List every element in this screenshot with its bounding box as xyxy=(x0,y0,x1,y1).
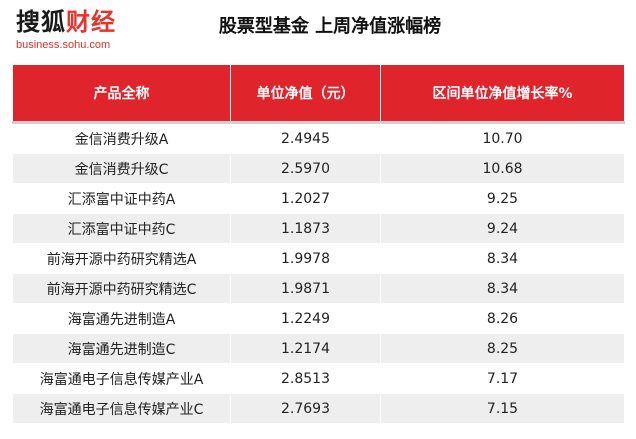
table-row: 金信消费升级A 2.4945 10.70 xyxy=(12,121,625,154)
cell-product-name: 汇添富中证中药A xyxy=(12,183,231,214)
cell-growth-rate: 8.25 xyxy=(380,333,625,364)
logo-brand-finance: 财经 xyxy=(66,8,116,36)
page-title: 股票型基金 上周净值涨幅榜 xyxy=(218,16,442,37)
table-row: 前海开源中药研究精选A 1.9978 8.34 xyxy=(12,243,625,274)
cell-product-name: 金信消费升级A xyxy=(12,121,231,154)
cell-unit-nav: 2.8513 xyxy=(230,363,381,394)
table-row: 海富通电子信息传媒产业C 2.7693 7.15 xyxy=(12,393,625,424)
cell-unit-nav: 1.2249 xyxy=(230,303,381,334)
column-header-growth-rate: 区间单位净值增长率% xyxy=(380,64,625,123)
cell-unit-nav: 1.9978 xyxy=(230,243,381,274)
cell-growth-rate: 7.17 xyxy=(380,363,625,394)
cell-product-name: 前海开源中药研究精选C xyxy=(12,273,231,304)
table-row: 海富通先进制造A 1.2249 8.26 xyxy=(12,303,625,334)
cell-growth-rate: 9.24 xyxy=(380,213,625,244)
cell-growth-rate: 10.68 xyxy=(380,153,625,184)
cell-growth-rate: 9.25 xyxy=(380,183,625,214)
cell-product-name: 海富通先进制造C xyxy=(12,333,231,364)
table-header-row: 产品全称 单位净值（元） 区间单位净值增长率% xyxy=(12,64,625,123)
cell-growth-rate: 10.70 xyxy=(380,121,625,154)
cell-unit-nav: 1.1873 xyxy=(230,213,381,244)
cell-growth-rate: 7.15 xyxy=(380,393,625,424)
cell-growth-rate: 8.34 xyxy=(380,273,625,304)
logo-brand-sohu: 搜狐 xyxy=(16,8,66,36)
table-row: 汇添富中证中药C 1.1873 9.24 xyxy=(12,213,625,244)
cell-unit-nav: 2.7693 xyxy=(230,393,381,424)
table-row: 汇添富中证中药A 1.2027 9.25 xyxy=(12,183,625,214)
cell-unit-nav: 1.9871 xyxy=(230,273,381,304)
page-header: 搜狐财经 business.sohu.com 股票型基金 上周净值涨幅榜 xyxy=(0,0,636,62)
cell-product-name: 汇添富中证中药C xyxy=(12,213,231,244)
table-row: 海富通电子信息传媒产业A 2.8513 7.17 xyxy=(12,363,625,394)
column-header-unit-nav: 单位净值（元） xyxy=(230,64,381,123)
sohu-finance-logo[interactable]: 搜狐财经 business.sohu.com xyxy=(16,8,116,52)
cell-product-name: 海富通先进制造A xyxy=(12,303,231,334)
cell-growth-rate: 8.26 xyxy=(380,303,625,334)
table-row: 金信消费升级C 2.5970 10.68 xyxy=(12,153,625,184)
cell-product-name: 前海开源中药研究精选A xyxy=(12,243,231,274)
fund-ranking-table: 产品全称 单位净值（元） 区间单位净值增长率% 金信消费升级A 2.4945 1… xyxy=(12,64,625,424)
cell-product-name: 金信消费升级C xyxy=(12,153,231,184)
cell-unit-nav: 1.2027 xyxy=(230,183,381,214)
logo-url: business.sohu.com xyxy=(16,39,111,51)
cell-unit-nav: 2.4945 xyxy=(230,121,381,154)
cell-growth-rate: 8.34 xyxy=(380,243,625,274)
cell-unit-nav: 1.2174 xyxy=(230,333,381,364)
table-row: 海富通先进制造C 1.2174 8.25 xyxy=(12,333,625,364)
cell-product-name: 海富通电子信息传媒产业C xyxy=(12,393,231,424)
logo-wordmark: 搜狐财经 xyxy=(16,8,116,36)
table-row: 前海开源中药研究精选C 1.9871 8.34 xyxy=(12,273,625,304)
cell-unit-nav: 2.5970 xyxy=(230,153,381,184)
cell-product-name: 海富通电子信息传媒产业A xyxy=(12,363,231,394)
column-header-product-name: 产品全称 xyxy=(12,64,231,123)
